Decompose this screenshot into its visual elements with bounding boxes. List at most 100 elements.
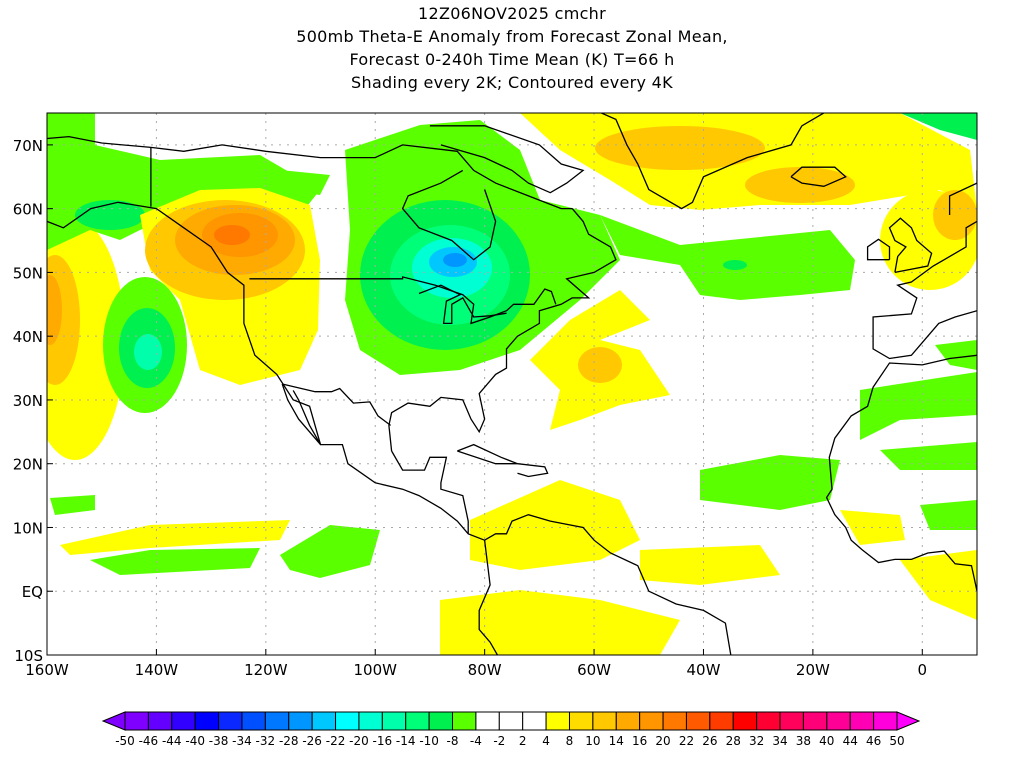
title-line-2: 500mb Theta-E Anomaly from Forecast Zona…: [296, 27, 728, 46]
coastline-arctic-coast: [47, 135, 573, 210]
colorbar-swatch: [358, 711, 383, 731]
colorbar-label: -46: [139, 734, 159, 748]
coastline-baffin-island: [429, 125, 585, 194]
lat-tick-label: 50N: [13, 264, 43, 282]
colorbar-high-arrow: [896, 711, 921, 731]
shading-layer: [47, 113, 977, 655]
colorbar-swatch: [428, 711, 454, 731]
axis-ticks: 160W 140W 120W 100W 80W 60W 40W 20W 0 70N 60N 50N 40…: [13, 137, 927, 679]
coastline-baja-california: [281, 383, 322, 446]
coastline-south-america-pacific-coast: [478, 540, 499, 655]
colorbar-label: 16: [632, 734, 647, 748]
anomaly-cool-spain: [935, 340, 977, 370]
anomaly-warm-caribbean: [470, 480, 640, 570]
colorbar-swatch: [779, 711, 804, 731]
colorbar-label: -28: [279, 734, 299, 748]
coastline-iceland: [790, 166, 847, 187]
lat-tick-label: 10S: [14, 647, 43, 665]
colorbar-swatch: [639, 711, 664, 731]
title-line-4: Shading every 2K; Contoured every 4K: [351, 73, 673, 92]
colorbar-label: 34: [772, 734, 787, 748]
anomaly-cool-tropical-pacific-2: [90, 548, 260, 575]
colorbar-swatch: [124, 711, 149, 731]
colorbar-swatch: [171, 711, 196, 731]
anomaly-cool-tropical-atlantic: [700, 455, 840, 510]
colorbar-swatch: [288, 711, 313, 731]
colorbar-swatch: [381, 711, 407, 731]
lat-tick-label: 20N: [13, 456, 43, 474]
coastline-hudson-bay: [401, 169, 497, 261]
anomaly-warm-greenland-3: [745, 167, 855, 203]
anomaly-cool-pacific-3: [134, 334, 162, 370]
colorbar-label: 8: [566, 734, 574, 748]
colorbar-swatch: [545, 711, 570, 731]
lon-tick-label: 20W: [796, 661, 830, 679]
colorbar-low-arrow: [101, 711, 126, 731]
colorbar-label: -10: [419, 734, 439, 748]
lat-tick-label: EQ: [22, 583, 43, 601]
anomaly-cool-africa-1: [860, 372, 977, 440]
lat-tick-label: 30N: [13, 392, 43, 410]
colorbar-swatch: [592, 711, 617, 731]
colorbar-swatch: [756, 711, 781, 731]
colorbar-swatch: [335, 711, 360, 731]
colorbar-swatch: [685, 711, 711, 731]
lon-tick-label: 120W: [244, 661, 288, 679]
lon-tick-label: 100W: [354, 661, 398, 679]
colorbar-swatch: [241, 711, 266, 731]
colorbar-swatch: [452, 711, 477, 731]
coastline-us-mexico-border: [282, 383, 391, 426]
colorbar-swatch: [522, 711, 547, 731]
colorbar-swatch: [498, 711, 524, 731]
colorbar-label: -2: [493, 734, 505, 748]
coastline-hispaniola: [517, 463, 549, 478]
colorbar-swatch: [826, 711, 851, 731]
colorbar-swatch: [709, 711, 734, 731]
lon-tick-label: 140W: [135, 661, 179, 679]
colorbar-label: 26: [702, 734, 717, 748]
colorbar-label: 20: [655, 734, 670, 748]
anomaly-warm-west-canada-5: [214, 225, 250, 245]
colorbar-swatch: [311, 711, 337, 731]
colorbar-swatch: [218, 711, 243, 731]
lon-tick-label: 60W: [577, 661, 611, 679]
lon-tick-label: 80W: [468, 661, 502, 679]
colorbar-label: 50: [889, 734, 904, 748]
lat-tick-label: 40N: [13, 328, 43, 346]
colorbar-label: -32: [256, 734, 276, 748]
colorbar-swatch: [873, 711, 898, 731]
anomaly-cool-africa-2: [880, 442, 977, 470]
coastline-ireland: [866, 238, 891, 261]
anomaly-cool-africa-3: [920, 500, 977, 530]
chart-title: 12Z06NOV2025 cmchr 500mb Theta-E Anomaly…: [0, 2, 1024, 94]
colorbar-label: 4: [542, 734, 550, 748]
title-line-1: 12Z06NOV2025 cmchr: [417, 4, 606, 23]
coastline-africa: [825, 354, 977, 592]
colorbar-label: 46: [866, 734, 881, 748]
coastline-western-europe: [872, 220, 977, 360]
colorbar-swatch: [849, 711, 875, 731]
anomaly-warm-tropical-atlantic: [640, 545, 780, 585]
colorbar-label: -40: [185, 734, 205, 748]
anomaly-warm-greenland-2: [595, 126, 765, 170]
lon-tick-label: 0: [918, 661, 928, 679]
colorbar-label: -20: [349, 734, 369, 748]
lat-tick-label: 60N: [13, 201, 43, 219]
title-line-3: Forecast 0-240h Time Mean (K) T=66 h: [349, 50, 675, 69]
colorbar-label: 32: [749, 734, 764, 748]
anomaly-cool-arctic: [230, 165, 330, 195]
colorbar-label: -50: [115, 734, 135, 748]
lat-tick-label: 70N: [13, 137, 43, 155]
lon-tick-label: 160W: [25, 661, 69, 679]
colorbar-label: 38: [796, 734, 811, 748]
anomaly-cool-tropical-pacific-3: [50, 495, 95, 515]
colorbar-label: -34: [232, 734, 252, 748]
colorbar-label: 22: [679, 734, 694, 748]
anomaly-cool-ne-corner: [900, 113, 977, 140]
coastline-cuba: [457, 443, 518, 465]
colorbar-label: -38: [209, 734, 229, 748]
coastline-yucatan-central-america: [391, 450, 469, 534]
colorbar-label: -14: [396, 734, 416, 748]
coastline-scandinavia: [948, 170, 977, 215]
